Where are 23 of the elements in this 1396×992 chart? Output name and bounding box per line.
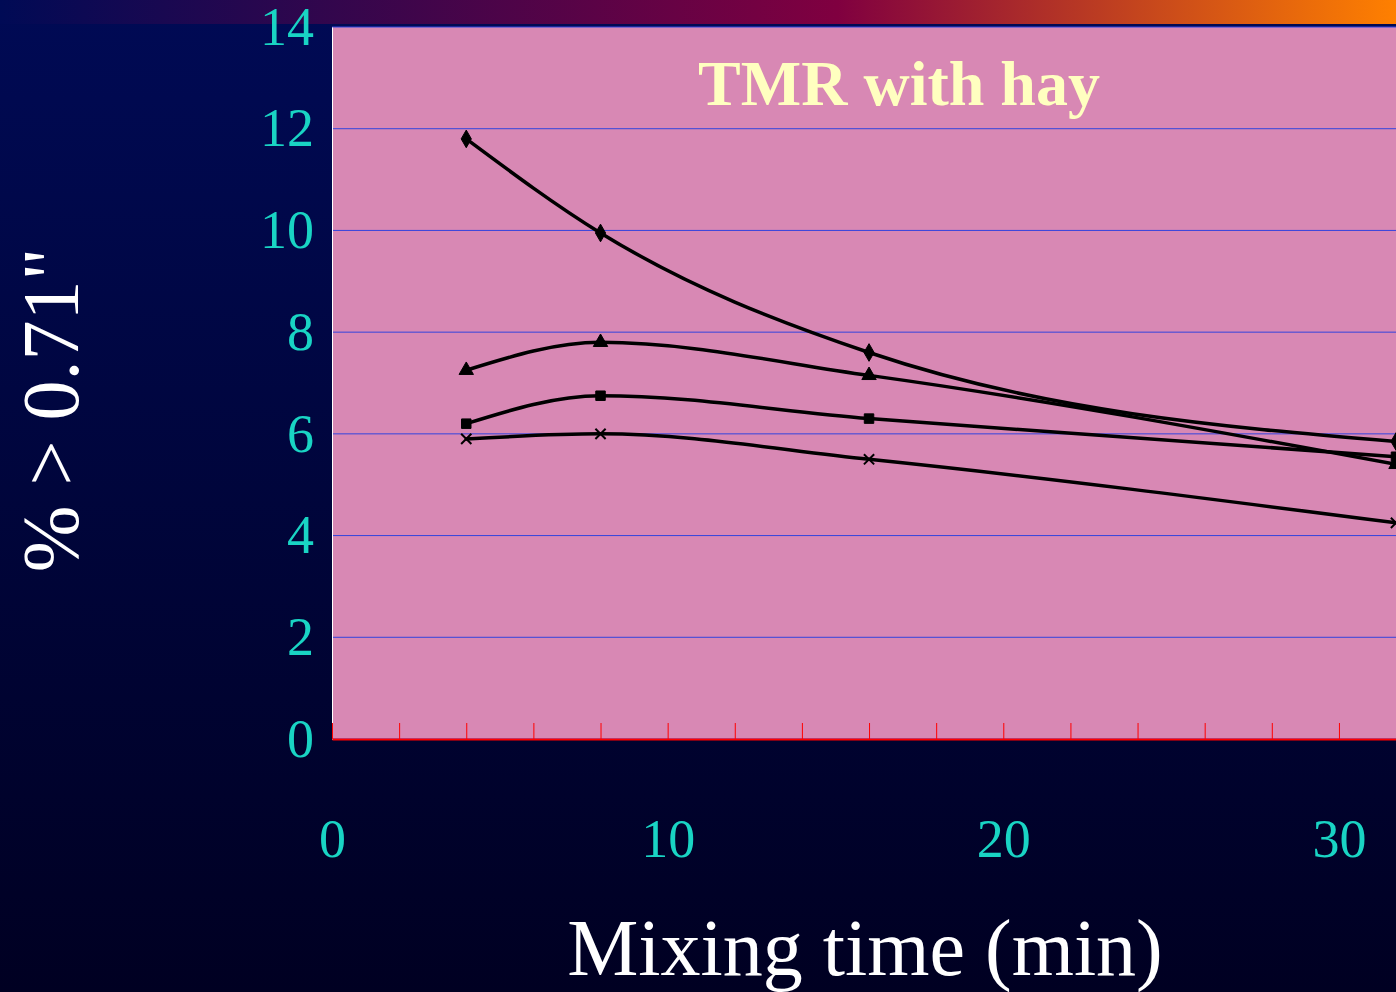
x-tick-label: 30: [1312, 809, 1367, 870]
chart-title: TMR with hay: [698, 48, 1100, 119]
y-tick-label: 6: [287, 403, 314, 464]
point: [460, 432, 473, 446]
x-tick-label: 10: [641, 809, 696, 870]
y-tick-label: 12: [260, 98, 314, 159]
y-tick-label: 0: [287, 708, 314, 769]
point: [861, 366, 877, 381]
point: [458, 361, 474, 375]
y-tick-label: 2: [287, 607, 314, 668]
x-axis-title: Mixing time (min): [567, 904, 1163, 992]
y-axis-title: % > 0.71": [7, 247, 95, 573]
x-tick-label: 20: [976, 809, 1031, 870]
point: [594, 427, 607, 440]
point: [863, 413, 875, 424]
y-tick-label: 4: [287, 505, 314, 566]
point: [592, 333, 609, 347]
point: [595, 390, 606, 401]
point: [461, 418, 472, 429]
y-tick-label: 10: [260, 200, 314, 261]
y-tick-label: 8: [287, 301, 314, 362]
y-tick-label: 14: [260, 0, 314, 57]
point: [862, 453, 876, 466]
